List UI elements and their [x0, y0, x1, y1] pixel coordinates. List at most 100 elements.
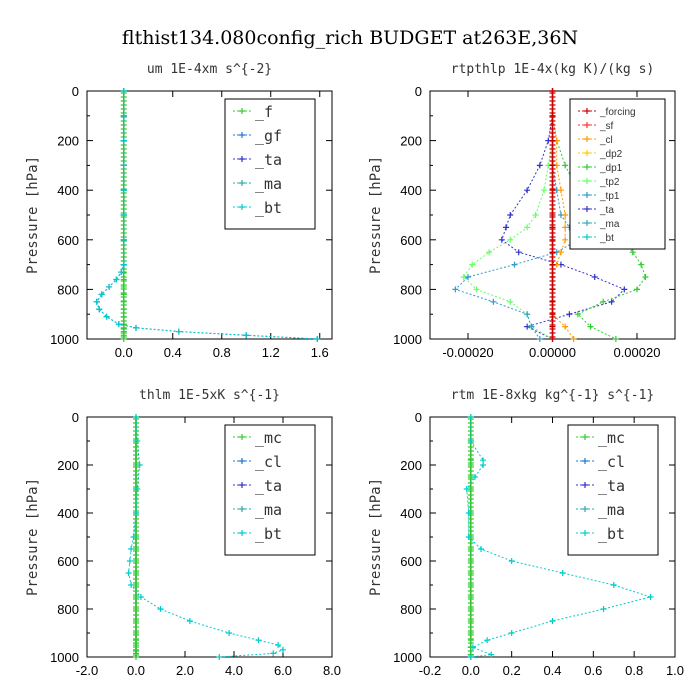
data-point [314, 336, 321, 342]
legend-marker [239, 108, 245, 114]
data-point [465, 510, 472, 516]
legend-marker [584, 122, 590, 128]
y-tick-label: 800 [400, 282, 422, 297]
panel-0: um 1E-4xm s^{-2} Pressure [hPa] 0 200 400 600… [25, 62, 333, 360]
data-point [629, 249, 636, 256]
panel-title: thlm 1E-5xK s^{-1} [139, 388, 280, 403]
data-point [508, 558, 515, 564]
data-point [562, 236, 569, 243]
data-point [120, 162, 127, 169]
legend-label: _cl [599, 135, 613, 146]
y-tick-label: 400 [400, 183, 422, 198]
data-point [610, 582, 617, 588]
y-tick-label: 200 [57, 134, 79, 149]
x-tick-label: 4.0 [225, 663, 243, 678]
legend: _f _gf _ta _ma _bt [224, 98, 316, 230]
data-point [280, 646, 286, 653]
data-point [524, 187, 531, 194]
x-tick-label: 0.8 [213, 345, 231, 360]
data-point [120, 88, 127, 94]
data-point [137, 594, 144, 600]
y-tick-label: 800 [57, 602, 79, 617]
data-point [480, 462, 487, 468]
data-point [486, 249, 493, 256]
data-point [255, 637, 262, 644]
data-point [130, 534, 137, 540]
panel-title: um 1E-4xm s^{-2} [147, 62, 272, 77]
legend-marker [239, 180, 245, 186]
data-point [484, 637, 491, 644]
series-bt [463, 414, 654, 660]
data-point [465, 274, 472, 280]
data-point [600, 606, 607, 612]
y-tick-label: 1000 [393, 332, 422, 347]
legend-marker [582, 458, 588, 464]
data-point [471, 474, 478, 480]
data-point [608, 298, 615, 305]
data-point [243, 332, 250, 339]
data-point [642, 274, 649, 280]
data-point [128, 546, 135, 552]
data-point [133, 324, 139, 331]
data-point [566, 311, 573, 318]
data-point [562, 212, 569, 218]
legend-label: _mc [255, 429, 282, 447]
data-point [133, 414, 139, 420]
data-point [562, 162, 569, 169]
x-tick-label: 1.2 [262, 345, 280, 360]
data-point [488, 651, 495, 658]
legend-marker [584, 108, 590, 114]
y-axis-label: Pressure [hPa] [368, 156, 384, 274]
data-point [587, 323, 594, 330]
data-point [467, 414, 474, 420]
data-point [120, 212, 127, 218]
legend-label: _tp2 [599, 177, 620, 188]
legend-label: _bt [255, 525, 282, 543]
data-point [120, 236, 127, 243]
panel-title: rtpthlp 1E-4x(kg K)/(kg s) [451, 62, 655, 77]
legend-marker [239, 458, 245, 464]
y-axis-label: Pressure [hPa] [25, 156, 41, 274]
data-point [507, 236, 514, 243]
data-point [600, 298, 607, 305]
legend-label: _ma [598, 501, 625, 519]
data-point [524, 311, 531, 318]
legend-box [569, 98, 666, 250]
data-point [120, 261, 127, 268]
x-tick-label: 1.0 [666, 663, 684, 678]
data-point [507, 212, 514, 218]
legend-label: _gf [255, 127, 282, 145]
y-tick-label: 800 [400, 602, 422, 617]
y-tick-label: 0 [415, 84, 422, 99]
data-point [536, 336, 543, 342]
legend-label: _bt [599, 233, 614, 244]
legend-label: _ta [598, 477, 625, 495]
panel-2: thlm 1E-5xK s^{-1} Pressure [hPa] 0 200 400 6… [25, 388, 341, 678]
y-tick-label: 600 [400, 233, 422, 248]
y-tick-label: 800 [57, 282, 79, 297]
data-point [120, 137, 127, 144]
data-point [559, 570, 566, 576]
legend-marker [582, 506, 588, 512]
data-point [467, 654, 474, 660]
data-point [532, 212, 539, 218]
data-point [647, 594, 654, 600]
x-tick-label: 0.0 [462, 663, 480, 678]
data-point [120, 334, 127, 340]
data-point [562, 224, 569, 231]
y-tick-label: 200 [400, 458, 422, 473]
data-point [118, 269, 125, 276]
y-axis-label: Pressure [hPa] [368, 478, 384, 596]
data-point [557, 249, 564, 256]
y-tick-label: 1000 [50, 650, 79, 665]
y-tick-label: 600 [57, 554, 79, 569]
data-point [515, 249, 522, 256]
panel-title: rtm 1E-8xkg kg^{-1} s^{-1} [451, 388, 655, 403]
y-tick-label: 200 [57, 458, 79, 473]
legend-marker [584, 164, 590, 170]
data-point [549, 618, 556, 624]
x-tick-label: 8.0 [323, 663, 341, 678]
legend-marker [584, 220, 590, 226]
panel-1: rtpthlp 1E-4x(kg K)/(kg s) Pressure [hPa]… [368, 62, 676, 360]
